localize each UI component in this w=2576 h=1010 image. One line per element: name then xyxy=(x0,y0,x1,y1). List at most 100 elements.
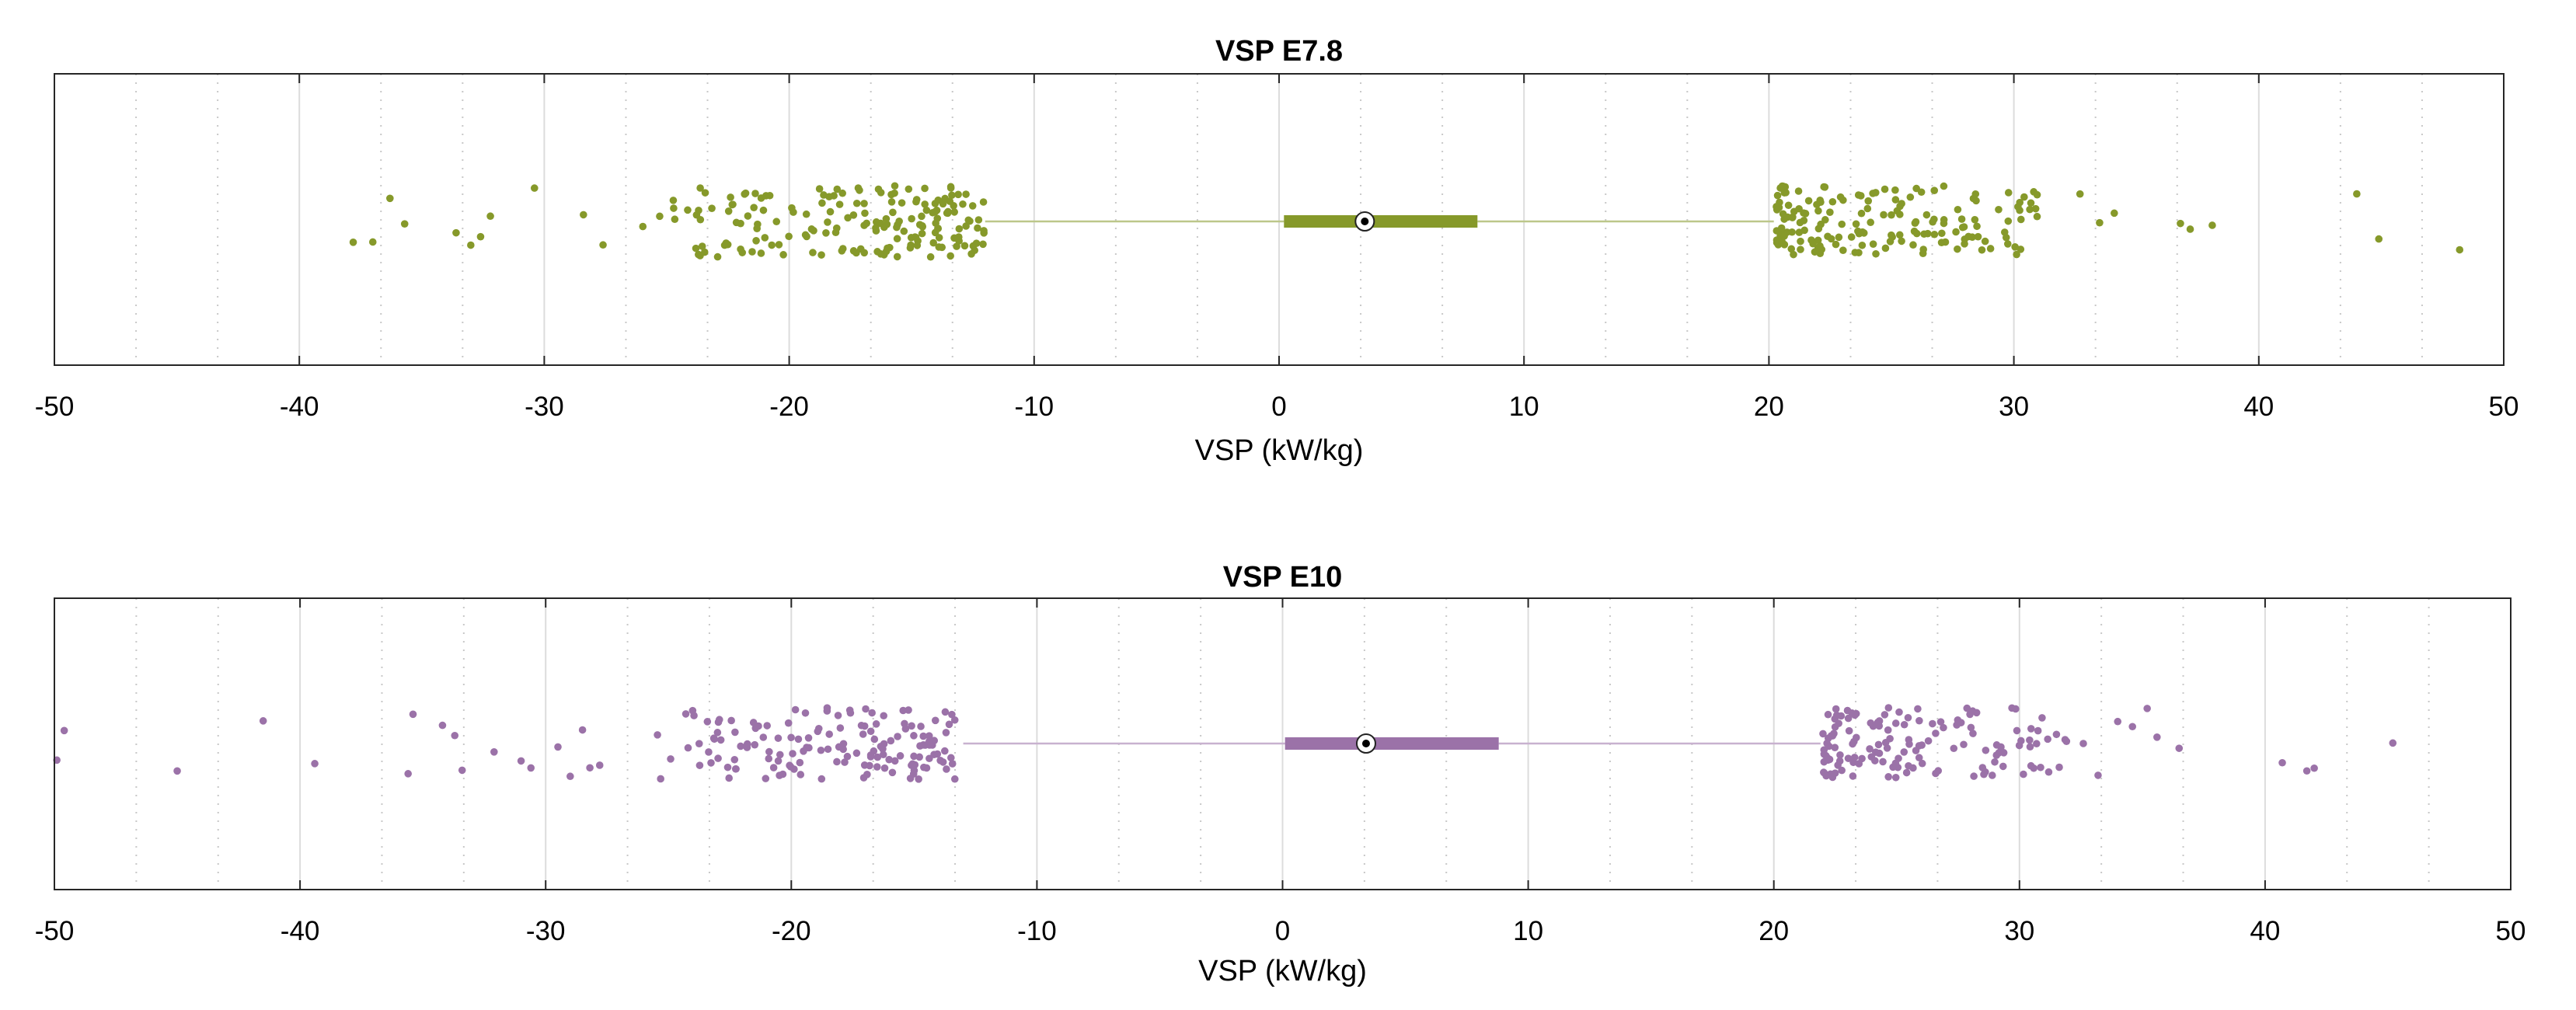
outlier-point xyxy=(1971,215,1979,224)
outlier-point xyxy=(980,227,988,235)
outlier-point xyxy=(1902,768,1911,777)
plot-title: VSP E7.8 xyxy=(1215,35,1343,68)
outlier-point xyxy=(1820,183,1828,191)
outlier-point xyxy=(960,242,969,250)
x-tick-label: 40 xyxy=(2250,916,2280,946)
outlier-point xyxy=(1835,233,1843,242)
x-tick-label: 10 xyxy=(1509,392,1539,422)
outlier-point xyxy=(1831,723,1839,731)
outlier-point xyxy=(1797,246,1804,253)
outlier-point xyxy=(1797,237,1804,246)
outlier-point xyxy=(879,751,887,759)
outlier-point xyxy=(849,211,858,219)
outlier-point xyxy=(2096,218,2104,227)
outlier-point xyxy=(900,227,908,235)
outlier-point xyxy=(1981,237,1989,246)
outlier-point xyxy=(1783,213,1792,221)
outlier-point xyxy=(1837,712,1846,720)
outlier-point xyxy=(527,764,535,772)
outlier-point xyxy=(1906,193,1915,201)
outlier-point xyxy=(458,766,466,775)
outlier-point xyxy=(935,234,943,242)
outlier-point xyxy=(784,719,793,727)
outlier-point xyxy=(950,716,959,724)
outlier-point xyxy=(490,748,498,756)
outlier-point xyxy=(654,731,661,739)
outlier-point xyxy=(1795,204,1803,213)
outlier-point xyxy=(946,197,954,205)
outlier-point xyxy=(1905,736,1913,744)
outlier-point xyxy=(948,760,957,768)
outlier-point xyxy=(1788,228,1796,236)
x-axis-label: VSP (kW/kg) xyxy=(1195,434,1364,467)
outlier-point xyxy=(1918,741,1926,749)
outlier-point xyxy=(725,774,733,782)
outlier-point xyxy=(946,184,955,192)
outlier-point xyxy=(769,764,778,771)
outlier-point xyxy=(785,232,793,241)
outlier-point xyxy=(919,741,928,749)
outlier-point xyxy=(752,237,760,245)
outlier-point xyxy=(1957,215,1966,223)
x-tick-label: 40 xyxy=(2243,392,2274,422)
outlier-point xyxy=(586,764,594,772)
outlier-point xyxy=(1930,186,1939,194)
outlier-point xyxy=(2278,758,2286,767)
outlier-point xyxy=(891,757,899,765)
outlier-point xyxy=(2052,730,2061,739)
outlier-point xyxy=(905,706,912,714)
outlier-point xyxy=(1827,235,1835,243)
outlier-point xyxy=(311,760,319,768)
outlier-point xyxy=(974,216,983,224)
outlier-point xyxy=(935,243,943,251)
outlier-point xyxy=(2011,243,2019,251)
outlier-point xyxy=(765,191,774,200)
outlier-point xyxy=(2128,723,2137,731)
outlier-point xyxy=(2456,246,2464,254)
outlier-point xyxy=(971,246,979,255)
outlier-point xyxy=(861,209,869,218)
outlier-point xyxy=(1904,713,1912,722)
outlier-point xyxy=(1874,740,1883,749)
outlier-point xyxy=(1881,711,1889,719)
outlier-point xyxy=(2302,767,2311,775)
outlier-point xyxy=(955,225,964,233)
x-tick-label: 10 xyxy=(1513,916,1543,946)
outlier-point xyxy=(789,750,797,758)
outlier-point xyxy=(703,718,712,726)
outlier-point xyxy=(467,241,475,249)
outlier-point xyxy=(966,217,974,225)
outlier-point xyxy=(1986,245,1995,252)
median-dot xyxy=(1361,218,1369,225)
outlier-point xyxy=(932,206,941,214)
outlier-point xyxy=(695,761,704,769)
outlier-point xyxy=(2033,740,2041,748)
outlier-point xyxy=(818,199,826,207)
outlier-point xyxy=(796,758,804,767)
outlier-point xyxy=(2310,764,2318,772)
median-dot xyxy=(1361,740,1370,747)
outlier-point xyxy=(1960,223,1968,231)
outlier-point xyxy=(910,752,918,761)
outlier-point xyxy=(722,239,730,247)
outlier-point xyxy=(1859,228,1867,236)
outlier-point xyxy=(797,771,805,778)
outlier-point xyxy=(880,712,887,720)
outlier-point xyxy=(754,220,762,228)
outlier-point xyxy=(856,245,865,253)
outlier-point xyxy=(763,722,771,730)
outlier-point xyxy=(667,755,675,763)
outlier-point xyxy=(775,241,783,249)
outlier-point xyxy=(1884,773,1892,781)
outlier-point xyxy=(891,189,898,197)
outlier-point xyxy=(972,239,981,247)
outlier-point xyxy=(1940,182,1948,190)
outlier-point xyxy=(2013,250,2020,259)
outlier-point xyxy=(948,710,956,719)
outlier-point xyxy=(1852,220,1860,228)
outlier-point xyxy=(705,748,713,756)
outlier-point xyxy=(1900,720,1908,729)
outlier-point xyxy=(1817,198,1825,207)
outlier-point xyxy=(1954,716,1962,724)
outlier-point xyxy=(2375,235,2383,243)
